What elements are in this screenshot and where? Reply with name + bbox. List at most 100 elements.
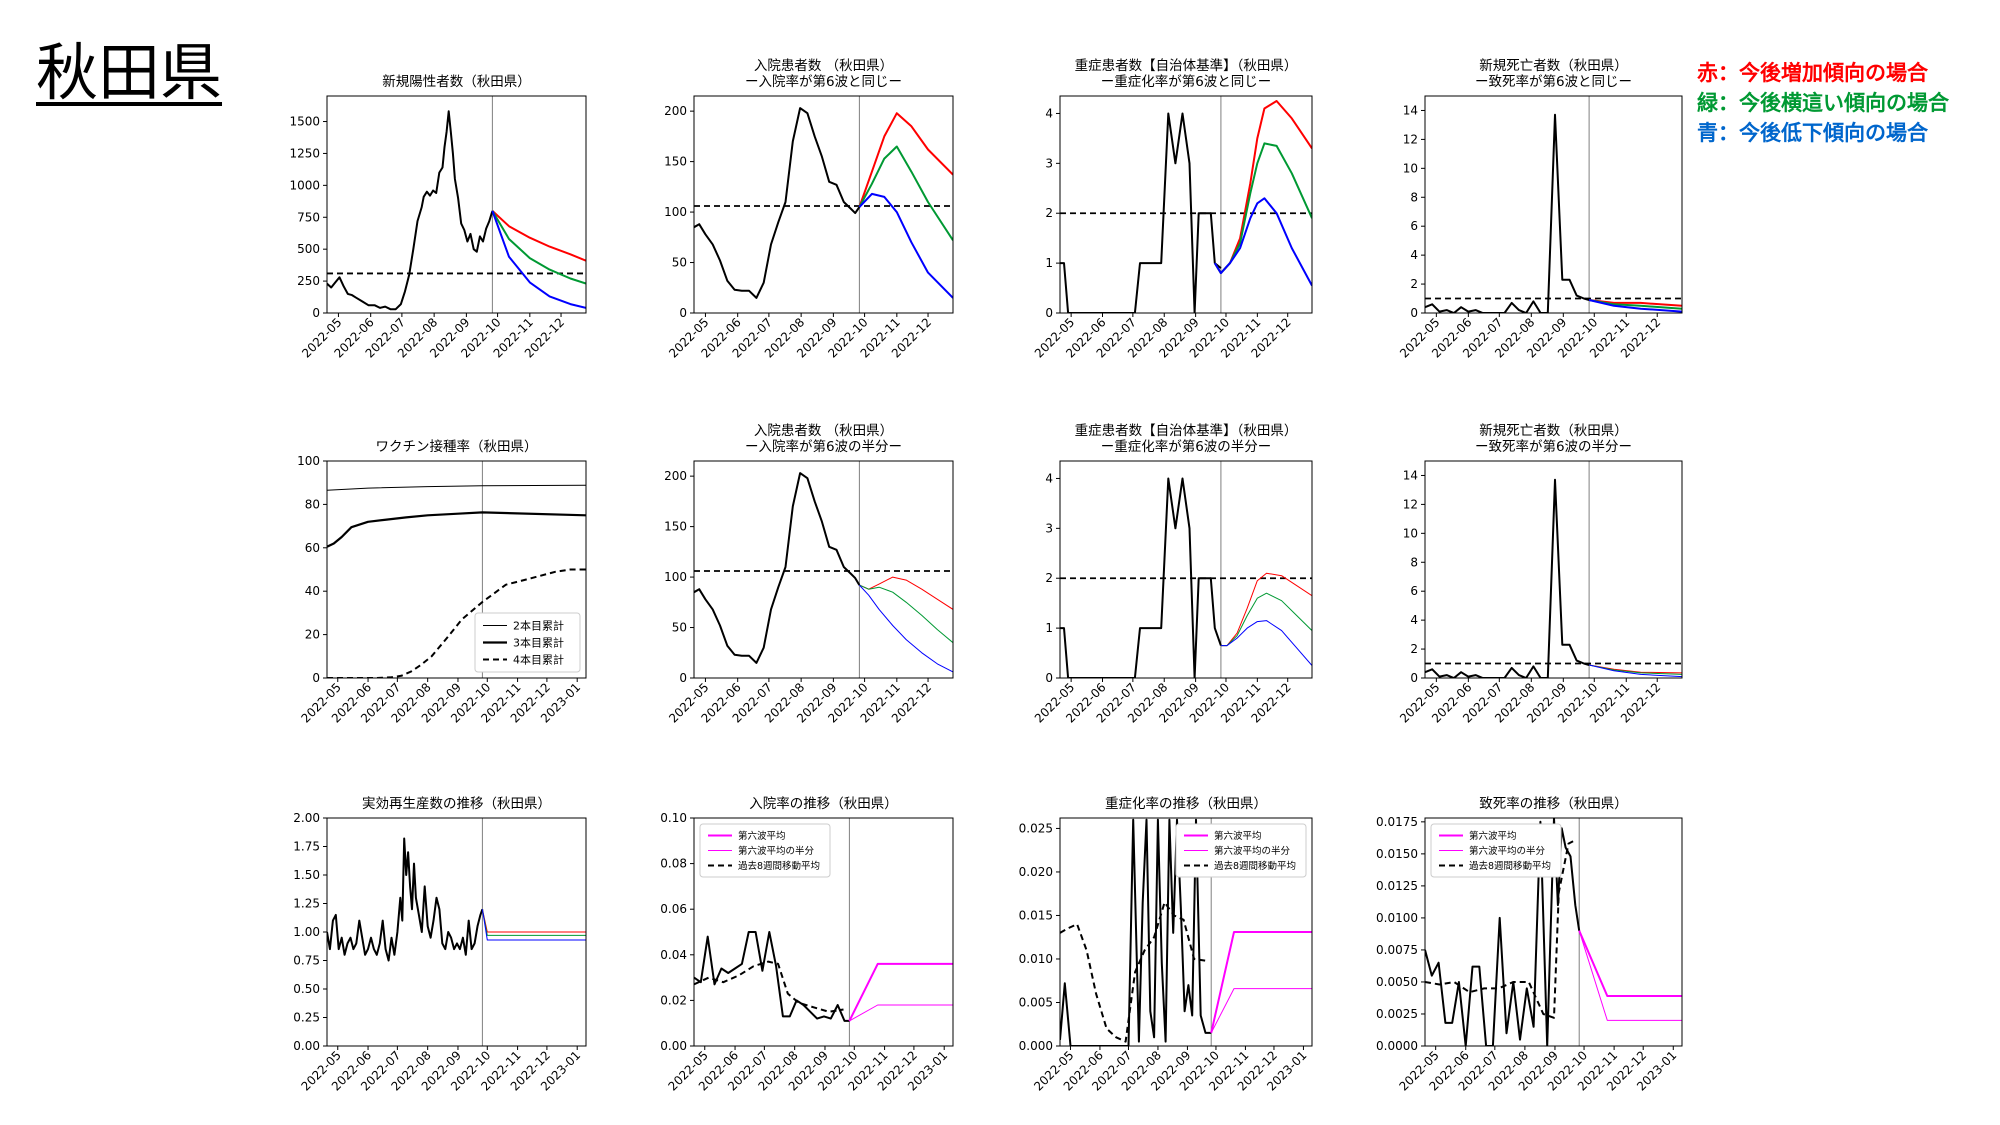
plot-frame (326, 817, 587, 1047)
chart-title: 入院患者数 （秋田県） (754, 423, 893, 439)
legend-frame (474, 612, 581, 673)
series-line-0 (1060, 477, 1222, 678)
plot-frame (693, 460, 954, 679)
series-line-1 (858, 112, 953, 208)
y-tick-label: 0 (1410, 306, 1418, 320)
chart-title: ー致死率が第6波と同じー (1475, 73, 1632, 90)
y-tick-label: 150 (664, 155, 687, 169)
series-line-1 (1589, 664, 1682, 674)
chart-c9: 実効再生産数の推移（秋田県） 0.00 0.25 0.50 0.75 1.00 1.25 1.… (293, 796, 587, 1094)
y-tick-label: 1 (1045, 621, 1053, 635)
series-line-0 (1425, 113, 1590, 313)
series-line-2 (1213, 142, 1312, 275)
series-line-2 (491, 210, 586, 285)
y-tick-label: 0.0150 (1376, 847, 1418, 861)
y-tick-label: 2.00 (293, 811, 320, 825)
series-line-0 (327, 837, 484, 962)
chart-title: ー致死率が第6波の半分ー (1475, 438, 1632, 455)
y-tick-label: 2 (1410, 642, 1418, 656)
y-tick-label: 10 (1403, 526, 1418, 540)
chart-c12: 致死率の推移（秋田県） 0.0000 0.0025 0.0050 0.0075 0.010… (1376, 795, 1683, 1094)
chart-legend: 2本目累計 3本目累計 4本目累計 (474, 612, 581, 673)
y-tick-label: 0.000 (1019, 1039, 1053, 1053)
chart-title: 新規死亡者数（秋田県） (1479, 423, 1628, 439)
legend-label: 過去8週間移動平均 (738, 860, 820, 872)
series-line-0 (694, 107, 861, 299)
y-tick-label: 0.06 (660, 902, 687, 916)
legend-label: 3本目累計 (513, 635, 564, 649)
y-tick-label: 0.04 (660, 948, 687, 962)
series-line-3 (1578, 930, 1682, 1021)
series-line-2 (1220, 592, 1312, 647)
series-line-2 (481, 909, 586, 936)
series-line-3 (859, 584, 953, 673)
chart-title: 新規陽性者数（秋田県） (382, 74, 531, 90)
y-tick-label: 1.75 (293, 840, 320, 854)
series-line-3 (491, 210, 586, 309)
series-line-1 (1220, 572, 1312, 647)
y-tick-label: 0.015 (1019, 908, 1053, 922)
series-line-0 (1060, 112, 1222, 313)
legend-frame (1430, 823, 1562, 878)
y-tick-label: 0 (679, 306, 687, 320)
series-line-1 (1425, 840, 1574, 1019)
y-tick-label: 0.75 (293, 954, 320, 968)
y-tick-label: 1500 (289, 115, 320, 129)
y-tick-label: 0.0125 (1376, 879, 1418, 893)
plot-frame (1059, 817, 1313, 1047)
y-tick-label: 0.25 (293, 1011, 320, 1025)
plot-area (1060, 96, 1312, 313)
chart-title: 重症患者数【自治体基準】（秋田県） (1075, 57, 1298, 74)
y-tick-label: 100 (664, 570, 687, 584)
y-tick-label: 0 (1410, 671, 1418, 685)
legend-label: 第六波平均の半分 (738, 845, 815, 857)
y-tick-label: 0.02 (660, 993, 687, 1007)
series-line-3 (1213, 197, 1312, 287)
y-tick-label: 0.00 (660, 1039, 687, 1053)
y-tick-label: 0.00 (293, 1039, 320, 1053)
legend-frame (699, 823, 831, 878)
y-tick-label: 0.50 (293, 982, 320, 996)
y-tick-label: 500 (297, 242, 320, 256)
plot-frame (326, 460, 587, 679)
series-line-3 (1220, 620, 1312, 666)
plot-area (327, 96, 586, 313)
series-line-0 (1060, 818, 1212, 1046)
y-tick-label: 0.0025 (1376, 1007, 1418, 1021)
chart-c11: 重症化率の推移（秋田県） 0.000 0.005 0.010 0.015 0.020 0.0… (1019, 795, 1313, 1094)
y-tick-label: 2 (1410, 277, 1418, 291)
chart-c10: 入院率の推移（秋田県）0.000.020.040.060.080.102022-… (660, 795, 954, 1094)
legend-label: 4本目累計 (513, 652, 564, 666)
chart-c4: 新規死亡者数（秋田県）ー致死率が第6波と同じー024681012142022-0… (1397, 58, 1683, 361)
y-tick-label: 4 (1045, 106, 1053, 120)
y-tick-label: 0 (679, 671, 687, 685)
y-tick-label: 80 (305, 497, 320, 511)
series-line-1 (859, 576, 953, 610)
series-line-3 (1588, 664, 1682, 678)
chart-title: 入院率の推移（秋田県） (749, 795, 898, 812)
y-tick-label: 250 (297, 274, 320, 288)
chart-title: ー入院率が第6波と同じー (745, 73, 902, 90)
plot-frame (1424, 95, 1683, 314)
chart-c8: 新規死亡者数（秋田県）ー致死率が第6波の半分ー024681012142022-0… (1397, 423, 1683, 726)
legend-green-scenario: 緑：今後横這い傾向の場合 (1697, 91, 1949, 115)
series-line-3 (858, 192, 953, 299)
y-tick-label: 12 (1403, 132, 1418, 146)
plot-frame (1059, 95, 1313, 314)
chart-title: 致死率の推移（秋田県） (1479, 795, 1628, 812)
series-line-0 (1425, 478, 1590, 678)
legend-label: 過去8週間移動平均 (1214, 860, 1296, 872)
y-tick-label: 1000 (289, 178, 320, 192)
series-line-2 (859, 584, 953, 644)
y-tick-label: 750 (297, 210, 320, 224)
y-tick-label: 4 (1410, 248, 1418, 262)
chart-c3: 重症患者数【自治体基準】（秋田県）ー重症化率が第6波と同じー012342022-… (1032, 57, 1313, 361)
legend-label: 2本目累計 (513, 618, 564, 632)
y-tick-label: 150 (664, 520, 687, 534)
y-tick-label: 10 (1403, 161, 1418, 175)
series-line-1 (491, 210, 586, 262)
y-tick-label: 12 (1403, 497, 1418, 511)
series-line-2 (327, 568, 586, 678)
